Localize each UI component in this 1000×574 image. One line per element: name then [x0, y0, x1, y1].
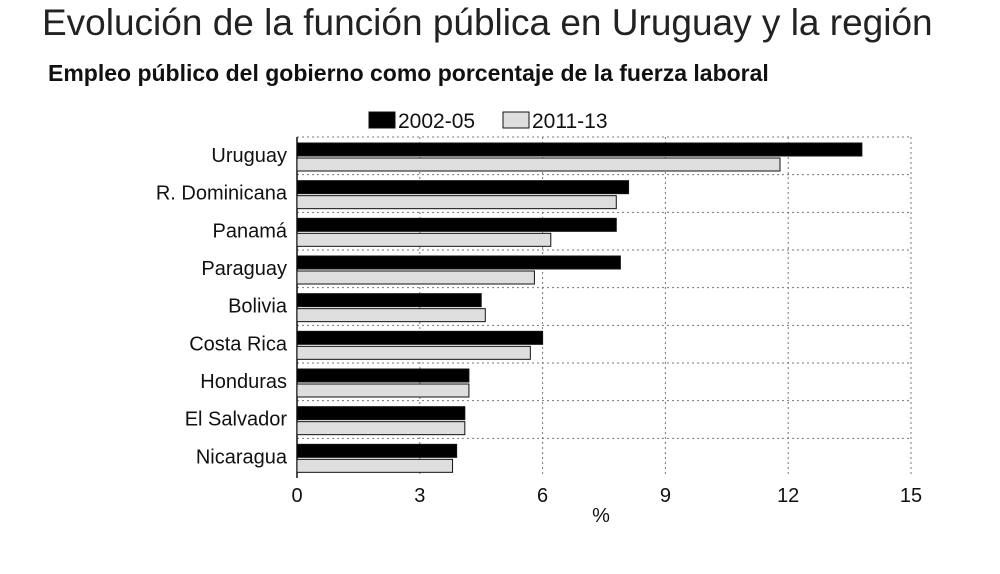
- bar-2002-05-Costa Rica: [296, 330, 544, 345]
- bar-2011-13-Honduras: [296, 383, 470, 398]
- category-label: Paraguay: [201, 258, 287, 280]
- bar-2002-05-R. Dominicana: [296, 180, 630, 195]
- category-label: Uruguay: [211, 145, 287, 167]
- category-label: Bolivia: [228, 296, 288, 318]
- x-tick-label: 9: [660, 485, 671, 507]
- bar-2002-05-Honduras: [296, 368, 470, 383]
- bar-2011-13-El Salvador: [296, 421, 466, 436]
- x-tick-label: 12: [777, 485, 799, 507]
- category-label: Panamá: [213, 220, 288, 242]
- bar-2011-13-Costa Rica: [296, 345, 531, 360]
- category-label: R. Dominicana: [156, 183, 288, 205]
- legend-label: 2002-05: [398, 110, 475, 133]
- chart-subtitle: Empleo público del gobierno como porcent…: [48, 60, 769, 86]
- bar-2011-13-Paraguay: [296, 270, 535, 285]
- x-tick-label: 3: [414, 485, 425, 507]
- x-tick-labels: 0 3 6 9 12 15: [291, 485, 922, 507]
- bar-2002-05-Nicaragua: [296, 443, 458, 458]
- category-label: Costa Rica: [189, 333, 288, 355]
- chart-title: Evolución de la función pública en Urugu…: [42, 2, 933, 43]
- x-tick-label: 0: [291, 485, 302, 507]
- legend-swatch-2011-13: [502, 111, 530, 129]
- bar-2011-13-R. Dominicana: [296, 195, 617, 210]
- legend-swatch-2002-05: [368, 111, 396, 129]
- category-label: Honduras: [200, 371, 287, 393]
- category-label: El Salvador: [185, 409, 288, 431]
- category-label: Nicaragua: [196, 446, 288, 468]
- bar-2011-13-Panamá: [296, 232, 552, 247]
- x-tick-label: 15: [900, 485, 922, 507]
- bar-2002-05-El Salvador: [296, 406, 466, 421]
- legend: 2002-05 2011-13: [368, 110, 608, 133]
- bar-2002-05-Panamá: [296, 217, 617, 232]
- bar-2002-05-Paraguay: [296, 255, 621, 270]
- bar-2011-13-Bolivia: [296, 308, 486, 323]
- legend-label: 2011-13: [532, 110, 608, 133]
- x-tick-label: 6: [537, 485, 548, 507]
- bars: [296, 142, 863, 473]
- bar-2002-05-Uruguay: [296, 142, 863, 157]
- bar-2011-13-Nicaragua: [296, 458, 454, 473]
- category-labels: Uruguay R. Dominicana Panamá Paraguay Bolivi…: [156, 145, 288, 468]
- bar-2011-13-Uruguay: [296, 157, 781, 172]
- x-axis-label: %: [592, 505, 610, 527]
- bar-2002-05-Bolivia: [296, 293, 482, 308]
